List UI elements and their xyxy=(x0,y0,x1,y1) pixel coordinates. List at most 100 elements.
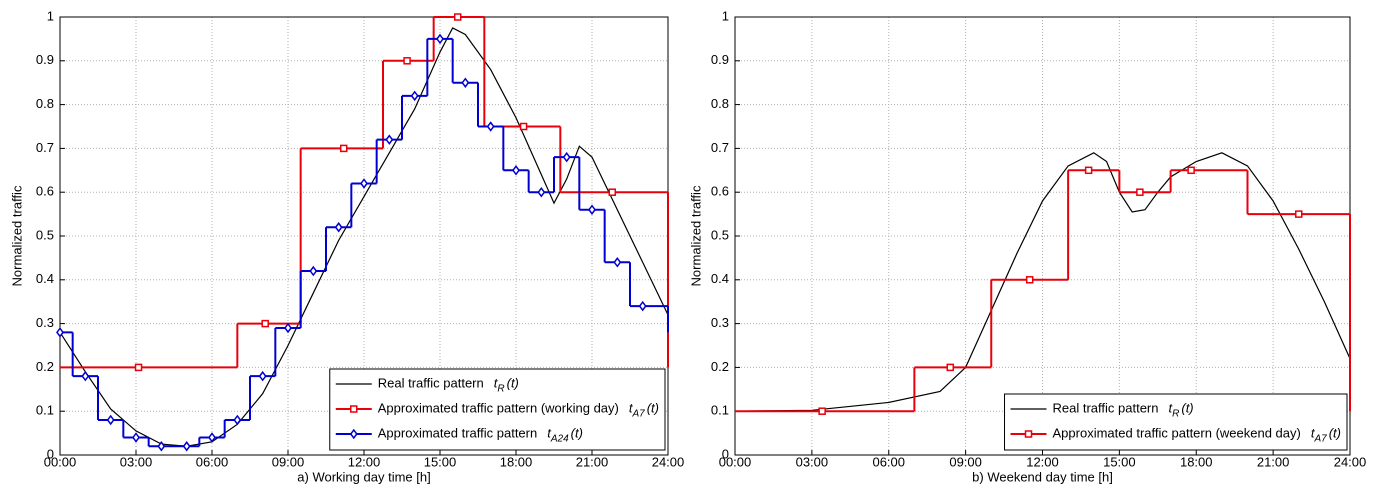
legend-entry: Approximated traffic pattern (working da… xyxy=(335,400,659,420)
y-tick-label: 1 xyxy=(722,8,729,23)
axes: 0 0.1 0.2 0.3 0.4 0.5 0.6 0.7 0.8 0.9 1 00:00 03:00 0… xyxy=(9,8,684,484)
marker xyxy=(339,144,348,153)
marker xyxy=(132,432,140,443)
legend: Real traffic pattern t R (t)Approximated tr… xyxy=(1004,393,1348,451)
marker xyxy=(182,440,191,452)
marker xyxy=(106,414,115,426)
x-tick-label: 18:00 xyxy=(500,454,533,469)
x-tick-label: 09:00 xyxy=(949,454,982,469)
y-tick-label: 0.1 xyxy=(36,403,54,418)
marker xyxy=(1084,166,1093,175)
legend-entry: Real traffic pattern t R (t) xyxy=(1010,400,1194,420)
x-tick-label: 03:00 xyxy=(796,454,829,469)
legend-label: Real traffic pattern xyxy=(378,375,484,390)
marker xyxy=(410,90,419,102)
legend-argument: (t) xyxy=(1329,425,1341,440)
y-tick-label: 0.9 xyxy=(711,52,729,67)
y-tick-label: 0.7 xyxy=(36,140,54,155)
legend-entry: Approximated traffic pattern (weekend da… xyxy=(1010,425,1341,445)
y-tick-label: 0.3 xyxy=(711,315,729,330)
marker xyxy=(1024,430,1033,438)
y-tick-label: 0.7 xyxy=(711,140,729,155)
legend-subscript: A24 xyxy=(550,434,569,445)
legend-symbol: t xyxy=(1169,400,1174,415)
x-axis-label: a) Working day time [h] xyxy=(297,469,430,484)
legend-label: Approximated traffic pattern xyxy=(378,425,537,440)
marker xyxy=(1136,188,1144,196)
marker xyxy=(157,440,166,452)
marker xyxy=(284,322,292,334)
series xyxy=(56,33,669,452)
x-tick-label: 00:00 xyxy=(44,454,77,469)
marker xyxy=(349,428,358,440)
marker xyxy=(309,265,318,277)
marker xyxy=(81,370,90,382)
marker xyxy=(56,327,64,338)
y-tick-label: 0.2 xyxy=(711,359,729,374)
legend-entry: Real traffic pattern t R (t) xyxy=(335,375,519,395)
x-tick-label: 15:00 xyxy=(1103,454,1136,469)
marker xyxy=(1025,276,1034,284)
y-tick-label: 0.9 xyxy=(36,52,54,67)
legend-symbol: t xyxy=(629,400,634,415)
marker xyxy=(537,186,546,198)
marker xyxy=(233,414,242,426)
x-tick-label: 18:00 xyxy=(1180,454,1213,469)
y-tick-label: 0.8 xyxy=(36,96,54,111)
y-tick-label: 0.5 xyxy=(36,227,54,242)
legend-symbol: t xyxy=(494,375,499,390)
marker xyxy=(385,134,394,145)
y-tick-label: 0.6 xyxy=(711,184,729,199)
marker xyxy=(946,363,954,372)
x-tick-label: 09:00 xyxy=(272,454,305,469)
legend-subscript: A7 xyxy=(1313,434,1327,445)
legend-argument: (t) xyxy=(507,375,519,390)
marker xyxy=(608,188,617,196)
legend-label: Real traffic pattern xyxy=(1053,400,1159,415)
marker xyxy=(818,407,826,415)
legend-box xyxy=(1004,393,1348,451)
x-tick-label: 12:00 xyxy=(348,454,381,469)
marker xyxy=(453,13,462,21)
x-tick-label: 15:00 xyxy=(424,454,457,469)
y-tick-label: 0.4 xyxy=(711,271,729,286)
series xyxy=(60,13,669,372)
y-tick-label: 0.1 xyxy=(711,403,729,418)
marker xyxy=(436,33,444,45)
marker xyxy=(1295,210,1303,218)
legend-argument: (t) xyxy=(571,425,583,440)
x-tick-label: 21:00 xyxy=(1257,454,1290,469)
marker xyxy=(403,57,411,65)
x-axis-label: b) Weekend day time [h] xyxy=(972,469,1113,484)
marker xyxy=(461,77,470,88)
marker xyxy=(334,221,343,233)
marker xyxy=(486,121,495,132)
legend-argument: (t) xyxy=(1181,400,1193,415)
y-tick-label: 0 xyxy=(722,446,729,461)
marker xyxy=(360,178,368,189)
marker xyxy=(261,319,269,328)
marker xyxy=(134,363,143,372)
y-tick-label: 0.2 xyxy=(36,359,54,374)
legend-symbol: t xyxy=(547,425,552,440)
series xyxy=(735,166,1351,415)
y-tick-label: 1 xyxy=(47,8,54,23)
y-axis-label: Normalized traffic xyxy=(688,185,703,286)
marker xyxy=(588,204,596,215)
x-tick-label: 12:00 xyxy=(1026,454,1059,469)
marker xyxy=(1187,166,1195,175)
marker xyxy=(613,257,622,268)
marker xyxy=(562,151,571,163)
x-tick-label: 06:00 xyxy=(872,454,905,469)
legend-argument: (t) xyxy=(647,400,659,415)
legend-subscript: R xyxy=(497,384,504,395)
marker xyxy=(512,165,520,176)
legend-label: Approximated traffic pattern (working da… xyxy=(378,400,619,415)
y-axis-label: Normalized traffic xyxy=(9,185,24,286)
marker xyxy=(208,432,216,443)
y-tick-label: 0.4 xyxy=(36,271,54,286)
legend: Real traffic pattern t R (t)Approximated tr… xyxy=(329,368,666,451)
x-tick-label: 24:00 xyxy=(652,454,685,469)
